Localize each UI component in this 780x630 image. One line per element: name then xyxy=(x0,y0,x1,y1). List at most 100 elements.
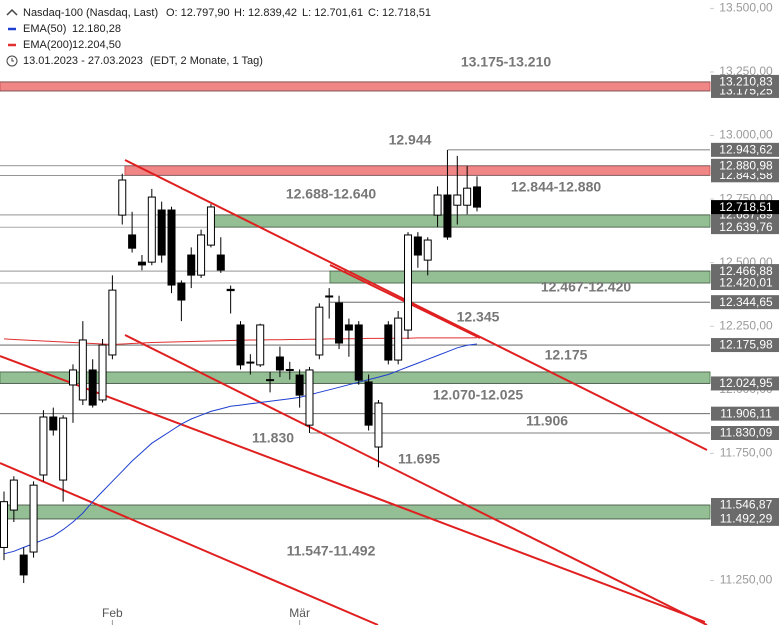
candle-body xyxy=(108,289,117,356)
legend: EMA(50) 12.180,28 EMA(200) 12.204,50 xyxy=(8,23,121,51)
x-tick-label: Feb xyxy=(102,606,123,620)
legend-name: EMA(200) xyxy=(23,39,73,51)
annotation: 12.844-12.880 xyxy=(511,179,602,195)
level-label: 12.344,65 xyxy=(719,295,773,309)
candle-body xyxy=(59,417,68,481)
ohlc-close: C: 12.718,51 xyxy=(368,7,431,19)
zone-edge-box xyxy=(711,276,779,291)
y-tick-label: 13.500,00 xyxy=(719,1,773,15)
candle-body xyxy=(344,324,353,331)
legend-value: 12.180,28 xyxy=(72,23,121,35)
annotation: 11.695 xyxy=(398,451,440,467)
candle-body xyxy=(49,416,58,431)
zone-edge-label: 12.880,98 xyxy=(719,158,773,172)
candle-body xyxy=(236,324,245,366)
candle-body xyxy=(9,479,18,511)
candle-body xyxy=(137,261,146,266)
candle-body xyxy=(88,369,97,406)
candle-body xyxy=(118,179,127,216)
level-box xyxy=(711,426,779,441)
zone xyxy=(0,504,711,520)
candle-body xyxy=(404,234,413,331)
zone-edge-box xyxy=(711,498,779,513)
ohlc-open: O: 12.797,90 xyxy=(166,7,230,19)
candle-body xyxy=(98,344,107,401)
trend-line xyxy=(0,355,706,623)
candle-body xyxy=(226,288,235,292)
legend-value: 12.204,50 xyxy=(72,39,121,51)
instrument-title: Nasdaq-100 (Nasdaq, Last) xyxy=(23,7,158,19)
zone-edge-label: 12.466,88 xyxy=(719,264,773,278)
candle-body xyxy=(39,416,48,476)
zone xyxy=(329,270,711,284)
y-tick-label: 11.750,00 xyxy=(720,446,773,460)
header-bg xyxy=(0,3,440,69)
candle-body xyxy=(68,369,77,386)
clock-icon xyxy=(6,55,18,67)
zone-edge-box xyxy=(711,511,779,526)
zone xyxy=(212,214,711,228)
level-box xyxy=(711,338,779,353)
candle-body xyxy=(275,356,284,371)
candle-body xyxy=(473,186,481,208)
candle-body xyxy=(394,317,403,361)
candle-body xyxy=(443,194,452,238)
candle-body xyxy=(433,194,442,216)
trend-lines xyxy=(0,159,708,626)
candle-body xyxy=(216,254,225,271)
level-box xyxy=(711,295,779,310)
candle-body xyxy=(19,554,28,576)
level-box xyxy=(711,406,779,421)
x-tick-label: Mär xyxy=(289,606,310,620)
y-tick-label: 11.250,00 xyxy=(720,573,773,587)
annotation: 12.467-12.420 xyxy=(541,279,632,295)
candle-body xyxy=(374,402,383,448)
zone-edge-label: 13.210,83 xyxy=(719,75,773,89)
annotation: 13.175-13.210 xyxy=(461,54,552,70)
zone-edge-label: 11.546,87 xyxy=(720,498,773,512)
clock-hand xyxy=(11,58,14,62)
annotation: 12.688-12.640 xyxy=(286,186,377,202)
level-label: 12.943,62 xyxy=(719,143,773,157)
level-label: 12.175,98 xyxy=(719,338,773,352)
candle-body xyxy=(128,234,137,249)
annotation: 11.906 xyxy=(526,413,568,429)
zone-edge-box xyxy=(711,74,779,89)
candle-body xyxy=(177,282,186,301)
trend-line xyxy=(124,334,708,626)
candle-body xyxy=(354,324,363,381)
candle-body xyxy=(384,324,393,361)
candle-body xyxy=(157,209,166,256)
ohlc-low: L: 12.701,61 xyxy=(302,7,363,19)
candle-body xyxy=(453,194,462,206)
candle-body xyxy=(206,206,215,246)
candle-body xyxy=(423,239,432,261)
candle-body xyxy=(413,236,422,256)
legend-name: EMA(50) xyxy=(23,23,66,35)
annotation: 11.547-11.492 xyxy=(287,543,376,559)
zone-edge-box xyxy=(711,220,779,235)
annotation: 12.345 xyxy=(457,309,500,325)
candle-body xyxy=(285,368,294,371)
plot: Feb Mär xyxy=(0,149,481,625)
zone-edge-label: 11.492,29 xyxy=(720,512,773,526)
y-tick-label: 12.250,00 xyxy=(719,318,773,332)
zone xyxy=(124,165,711,176)
annotation: 12.070-12.025 xyxy=(433,387,524,403)
zone-edge-box xyxy=(711,158,779,173)
period: 13.01.2023 - 27.03.2023 xyxy=(23,55,143,67)
zone-edge-box xyxy=(711,264,779,279)
candle-body xyxy=(364,381,373,426)
header: Nasdaq-100 (Nasdaq, Last) O: 12.797,90 H… xyxy=(0,3,440,69)
period-info: (EDT, 2 Monate, 1 Tag) xyxy=(150,55,263,67)
candle-body xyxy=(0,501,8,548)
ema-line xyxy=(3,343,478,555)
last-price-label: 12.718,51 xyxy=(719,200,773,214)
level-box xyxy=(711,142,779,157)
candle-body xyxy=(29,484,38,553)
annotation: 12.944 xyxy=(389,132,432,148)
candle-body xyxy=(335,302,344,344)
zone-edge-label: 12.420,01 xyxy=(719,276,773,290)
candle-body xyxy=(315,306,324,356)
last-price-box xyxy=(711,200,779,215)
